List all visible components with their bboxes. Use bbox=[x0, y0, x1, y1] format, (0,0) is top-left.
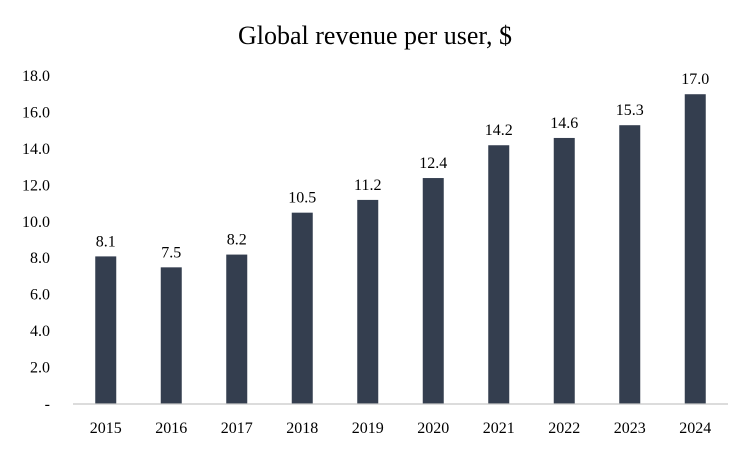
y-tick-label: 10.0 bbox=[22, 214, 50, 231]
data-label: 17.0 bbox=[681, 71, 709, 88]
y-tick-label: 16.0 bbox=[22, 104, 50, 121]
data-label: 7.5 bbox=[161, 244, 181, 261]
y-tick-label: 8.0 bbox=[30, 250, 50, 267]
x-tick-label: 2021 bbox=[483, 420, 515, 437]
bar bbox=[553, 137, 575, 404]
data-label: 14.6 bbox=[550, 115, 578, 132]
chart-title: Global revenue per user, $ bbox=[238, 21, 512, 50]
y-tick-label: 2.0 bbox=[30, 360, 50, 377]
bar bbox=[619, 125, 641, 404]
bars: 8.1 7.5 8.2 10.5 11.2 12.4 14.2 14.6 15.3 17.0 bbox=[95, 71, 709, 404]
data-label: 14.2 bbox=[485, 122, 513, 139]
bar bbox=[95, 256, 117, 404]
x-tick-label: 2022 bbox=[548, 420, 580, 437]
y-tick-label: 12.0 bbox=[22, 177, 50, 194]
x-tick-label: 2017 bbox=[221, 420, 253, 437]
data-label: 11.2 bbox=[354, 177, 381, 194]
y-tick-label: - bbox=[45, 396, 50, 413]
y-axis: - 2.0 4.0 6.0 8.0 10.0 12.0 14.0 16.0 18.0 bbox=[22, 68, 50, 413]
x-tick-label: 2019 bbox=[352, 420, 384, 437]
data-label: 10.5 bbox=[288, 190, 316, 207]
y-tick-label: 18.0 bbox=[22, 68, 50, 85]
y-tick-label: 6.0 bbox=[30, 287, 50, 304]
y-tick-label: 4.0 bbox=[30, 323, 50, 340]
bar bbox=[422, 178, 444, 404]
y-tick-label: 14.0 bbox=[22, 141, 50, 158]
x-axis: 2015 2016 2017 2018 2019 2020 2021 2022 2023 2024 bbox=[73, 403, 728, 437]
bar bbox=[160, 267, 182, 404]
x-tick-label: 2018 bbox=[286, 420, 318, 437]
x-tick-label: 2020 bbox=[417, 420, 449, 437]
data-label: 8.2 bbox=[227, 232, 247, 249]
x-tick-label: 2024 bbox=[679, 420, 711, 437]
x-tick-label: 2016 bbox=[155, 420, 187, 437]
bar bbox=[357, 199, 379, 404]
data-label: 8.1 bbox=[96, 233, 116, 250]
x-tick-label: 2015 bbox=[90, 420, 122, 437]
data-label: 12.4 bbox=[419, 155, 447, 172]
bar bbox=[488, 145, 510, 404]
data-label: 15.3 bbox=[616, 102, 644, 119]
bar bbox=[291, 212, 313, 404]
x-tick-label: 2023 bbox=[614, 420, 646, 437]
bar bbox=[226, 254, 248, 404]
bar bbox=[684, 94, 706, 404]
